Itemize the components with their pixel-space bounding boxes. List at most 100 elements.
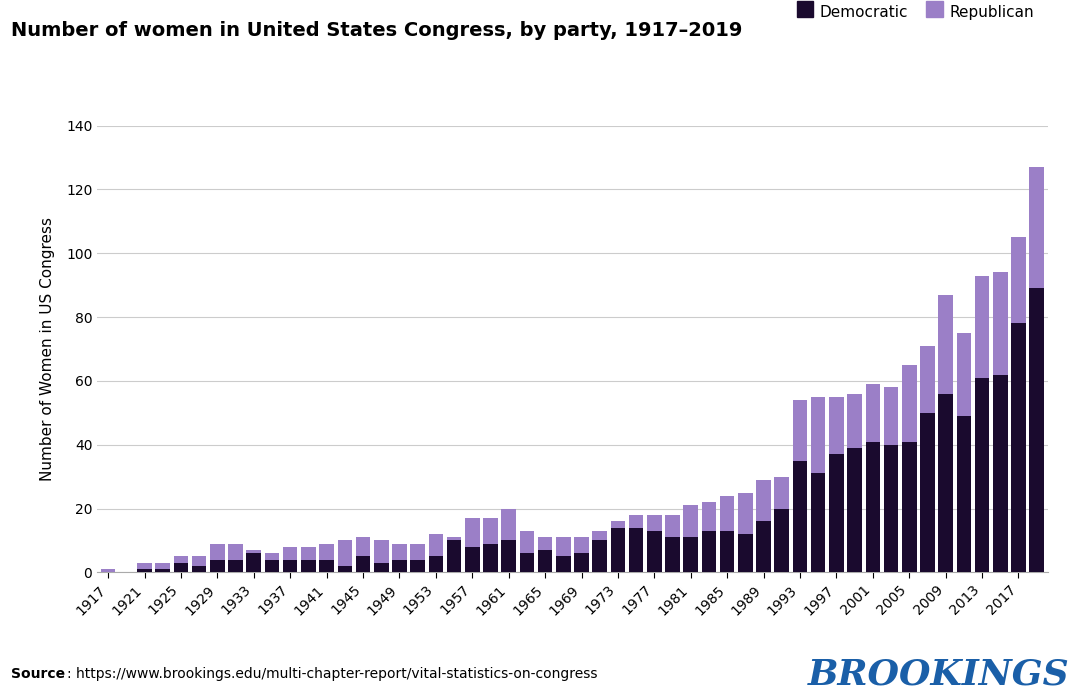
- Legend: Democratic, Republican: Democratic, Republican: [791, 0, 1040, 27]
- Bar: [793, 461, 807, 572]
- Bar: [447, 540, 461, 572]
- Bar: [920, 413, 934, 572]
- Bar: [301, 560, 315, 572]
- Bar: [538, 550, 552, 572]
- Bar: [993, 375, 1008, 572]
- Bar: [483, 518, 498, 544]
- Bar: [629, 528, 644, 572]
- Bar: [865, 442, 880, 572]
- Bar: [647, 515, 662, 531]
- Bar: [228, 560, 243, 572]
- Bar: [392, 544, 407, 560]
- Bar: [939, 394, 953, 572]
- Bar: [756, 521, 771, 572]
- Bar: [902, 442, 917, 572]
- Bar: [684, 537, 698, 572]
- Bar: [283, 547, 297, 560]
- Bar: [665, 515, 679, 537]
- Bar: [246, 550, 261, 554]
- Bar: [756, 480, 771, 521]
- Bar: [957, 416, 971, 572]
- Bar: [829, 454, 843, 572]
- Bar: [975, 276, 989, 378]
- Bar: [483, 544, 498, 572]
- Text: BROOKINGS: BROOKINGS: [808, 657, 1069, 691]
- Bar: [501, 509, 516, 540]
- Bar: [192, 556, 206, 566]
- Bar: [156, 569, 170, 572]
- Bar: [228, 544, 243, 560]
- Bar: [811, 397, 825, 473]
- Bar: [265, 554, 280, 560]
- Bar: [665, 537, 679, 572]
- Bar: [174, 556, 188, 563]
- Bar: [410, 560, 424, 572]
- Bar: [429, 556, 443, 572]
- Text: Source: Source: [11, 667, 65, 681]
- Bar: [1029, 167, 1044, 288]
- Bar: [829, 397, 843, 454]
- Bar: [156, 563, 170, 569]
- Bar: [447, 537, 461, 540]
- Bar: [883, 387, 899, 445]
- Bar: [702, 502, 716, 531]
- Bar: [610, 528, 625, 572]
- Bar: [246, 554, 261, 572]
- Bar: [192, 566, 206, 572]
- Bar: [575, 554, 589, 572]
- Bar: [738, 493, 753, 534]
- Bar: [738, 534, 753, 572]
- Bar: [556, 556, 570, 572]
- Bar: [374, 540, 389, 563]
- Bar: [265, 560, 280, 572]
- Text: : https://www.brookings.edu/multi-chapter-report/vital-statistics-on-congress: : https://www.brookings.edu/multi-chapte…: [67, 667, 597, 681]
- Bar: [939, 295, 953, 394]
- Bar: [865, 384, 880, 442]
- Bar: [793, 400, 807, 461]
- Bar: [338, 540, 352, 566]
- Bar: [883, 445, 899, 572]
- Bar: [774, 509, 789, 572]
- Bar: [902, 365, 917, 442]
- Bar: [848, 394, 862, 448]
- Bar: [1011, 323, 1026, 572]
- Bar: [429, 534, 443, 556]
- Bar: [137, 563, 152, 569]
- Bar: [975, 378, 989, 572]
- Bar: [410, 544, 424, 560]
- Bar: [211, 560, 225, 572]
- Bar: [720, 496, 734, 531]
- Bar: [1011, 237, 1026, 323]
- Bar: [174, 563, 188, 572]
- Bar: [629, 515, 644, 528]
- Bar: [774, 477, 789, 509]
- Bar: [355, 556, 370, 572]
- Bar: [301, 547, 315, 560]
- Bar: [283, 560, 297, 572]
- Bar: [848, 448, 862, 572]
- Bar: [593, 540, 607, 572]
- Bar: [320, 544, 334, 560]
- Bar: [100, 569, 116, 572]
- Bar: [519, 554, 535, 572]
- Bar: [993, 272, 1008, 375]
- Bar: [374, 563, 389, 572]
- Bar: [392, 560, 407, 572]
- Bar: [338, 566, 352, 572]
- Bar: [610, 521, 625, 528]
- Bar: [920, 346, 934, 413]
- Bar: [556, 537, 570, 556]
- Bar: [684, 505, 698, 537]
- Text: Number of women in United States Congress, by party, 1917–2019: Number of women in United States Congres…: [11, 21, 742, 40]
- Bar: [465, 518, 480, 547]
- Bar: [957, 333, 971, 416]
- Bar: [593, 531, 607, 540]
- Bar: [355, 537, 370, 556]
- Bar: [720, 531, 734, 572]
- Bar: [501, 540, 516, 572]
- Bar: [575, 537, 589, 554]
- Bar: [538, 537, 552, 550]
- Bar: [702, 531, 716, 572]
- Bar: [320, 560, 334, 572]
- Bar: [1029, 288, 1044, 572]
